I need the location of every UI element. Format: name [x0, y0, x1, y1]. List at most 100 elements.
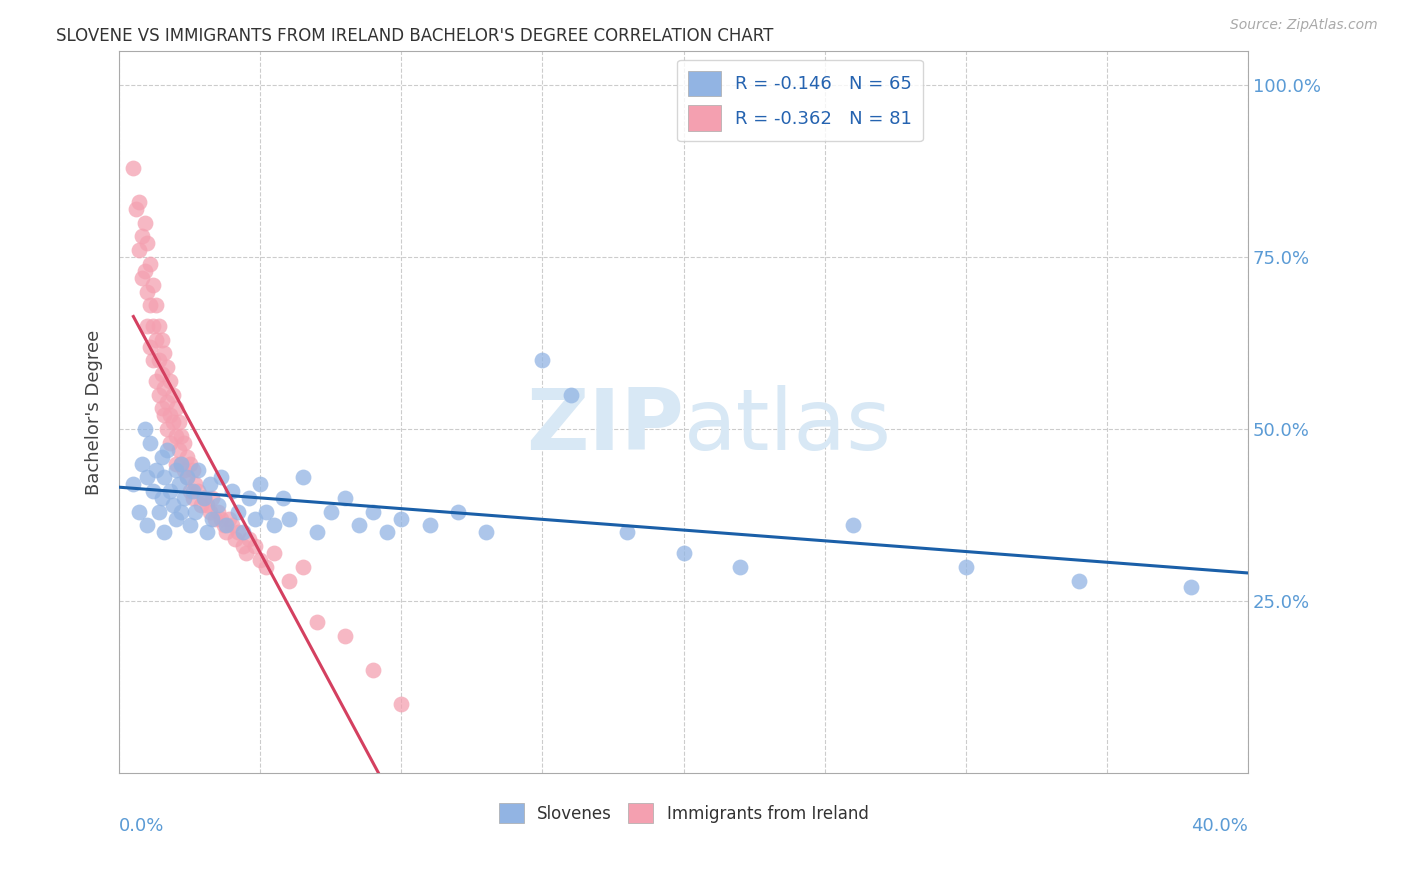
Point	[156, 360, 179, 375]
Point	[128, 244, 150, 258]
Point	[243, 539, 266, 553]
Text: 0.0%: 0.0%	[120, 816, 165, 835]
Point	[153, 470, 176, 484]
Point	[131, 457, 153, 471]
Point	[159, 436, 181, 450]
Point	[277, 574, 299, 588]
Y-axis label: Bachelor's Degree: Bachelor's Degree	[86, 329, 103, 494]
Point	[128, 505, 150, 519]
Point	[139, 257, 162, 271]
Point	[173, 491, 195, 505]
Point	[419, 518, 441, 533]
Point	[249, 477, 271, 491]
Point	[142, 318, 165, 333]
Point	[148, 353, 170, 368]
Point	[184, 477, 207, 491]
Point	[1180, 581, 1202, 595]
Point	[131, 270, 153, 285]
Point	[153, 346, 176, 360]
Point	[142, 353, 165, 368]
Point	[333, 629, 356, 643]
Point	[165, 457, 187, 471]
Point	[193, 491, 215, 505]
Point	[391, 511, 413, 525]
Point	[190, 498, 212, 512]
Text: ZIP: ZIP	[526, 384, 683, 468]
Point	[226, 505, 249, 519]
Point	[145, 463, 167, 477]
Point	[238, 491, 260, 505]
Point	[136, 236, 159, 251]
Point	[162, 498, 184, 512]
Point	[531, 353, 554, 368]
Point	[209, 470, 232, 484]
Point	[179, 457, 201, 471]
Point	[226, 525, 249, 540]
Point	[136, 318, 159, 333]
Point	[145, 298, 167, 312]
Point	[136, 285, 159, 299]
Point	[153, 409, 176, 423]
Point	[139, 340, 162, 354]
Point	[361, 663, 384, 677]
Point	[125, 202, 148, 216]
Point	[170, 457, 193, 471]
Point	[249, 553, 271, 567]
Text: 40.0%: 40.0%	[1191, 816, 1249, 835]
Point	[184, 505, 207, 519]
Point	[173, 463, 195, 477]
Point	[728, 559, 751, 574]
Point	[209, 511, 232, 525]
Point	[176, 450, 198, 464]
Text: atlas: atlas	[683, 384, 891, 468]
Point	[156, 394, 179, 409]
Point	[165, 511, 187, 525]
Point	[142, 484, 165, 499]
Point	[224, 533, 246, 547]
Point	[238, 533, 260, 547]
Point	[153, 381, 176, 395]
Point	[165, 401, 187, 416]
Point	[215, 525, 238, 540]
Point	[616, 525, 638, 540]
Point	[145, 374, 167, 388]
Point	[305, 615, 328, 629]
Legend: Slovenes, Immigrants from Ireland: Slovenes, Immigrants from Ireland	[492, 797, 876, 830]
Point	[243, 511, 266, 525]
Point	[254, 559, 277, 574]
Point	[221, 484, 243, 499]
Point	[232, 525, 254, 540]
Point	[333, 491, 356, 505]
Point	[165, 429, 187, 443]
Point	[162, 388, 184, 402]
Point	[176, 470, 198, 484]
Point	[181, 463, 204, 477]
Point	[179, 484, 201, 499]
Point	[1067, 574, 1090, 588]
Point	[170, 429, 193, 443]
Point	[361, 505, 384, 519]
Point	[207, 498, 229, 512]
Point	[263, 546, 285, 560]
Point	[150, 333, 173, 347]
Point	[560, 388, 582, 402]
Point	[955, 559, 977, 574]
Point	[221, 518, 243, 533]
Point	[134, 422, 156, 436]
Point	[167, 415, 190, 429]
Point	[193, 491, 215, 505]
Point	[201, 491, 224, 505]
Point	[212, 518, 235, 533]
Point	[156, 422, 179, 436]
Point	[167, 477, 190, 491]
Point	[291, 470, 314, 484]
Point	[165, 463, 187, 477]
Point	[159, 374, 181, 388]
Point	[150, 491, 173, 505]
Point	[139, 298, 162, 312]
Point	[136, 470, 159, 484]
Point	[187, 463, 209, 477]
Point	[391, 698, 413, 712]
Point	[150, 401, 173, 416]
Point	[142, 277, 165, 292]
